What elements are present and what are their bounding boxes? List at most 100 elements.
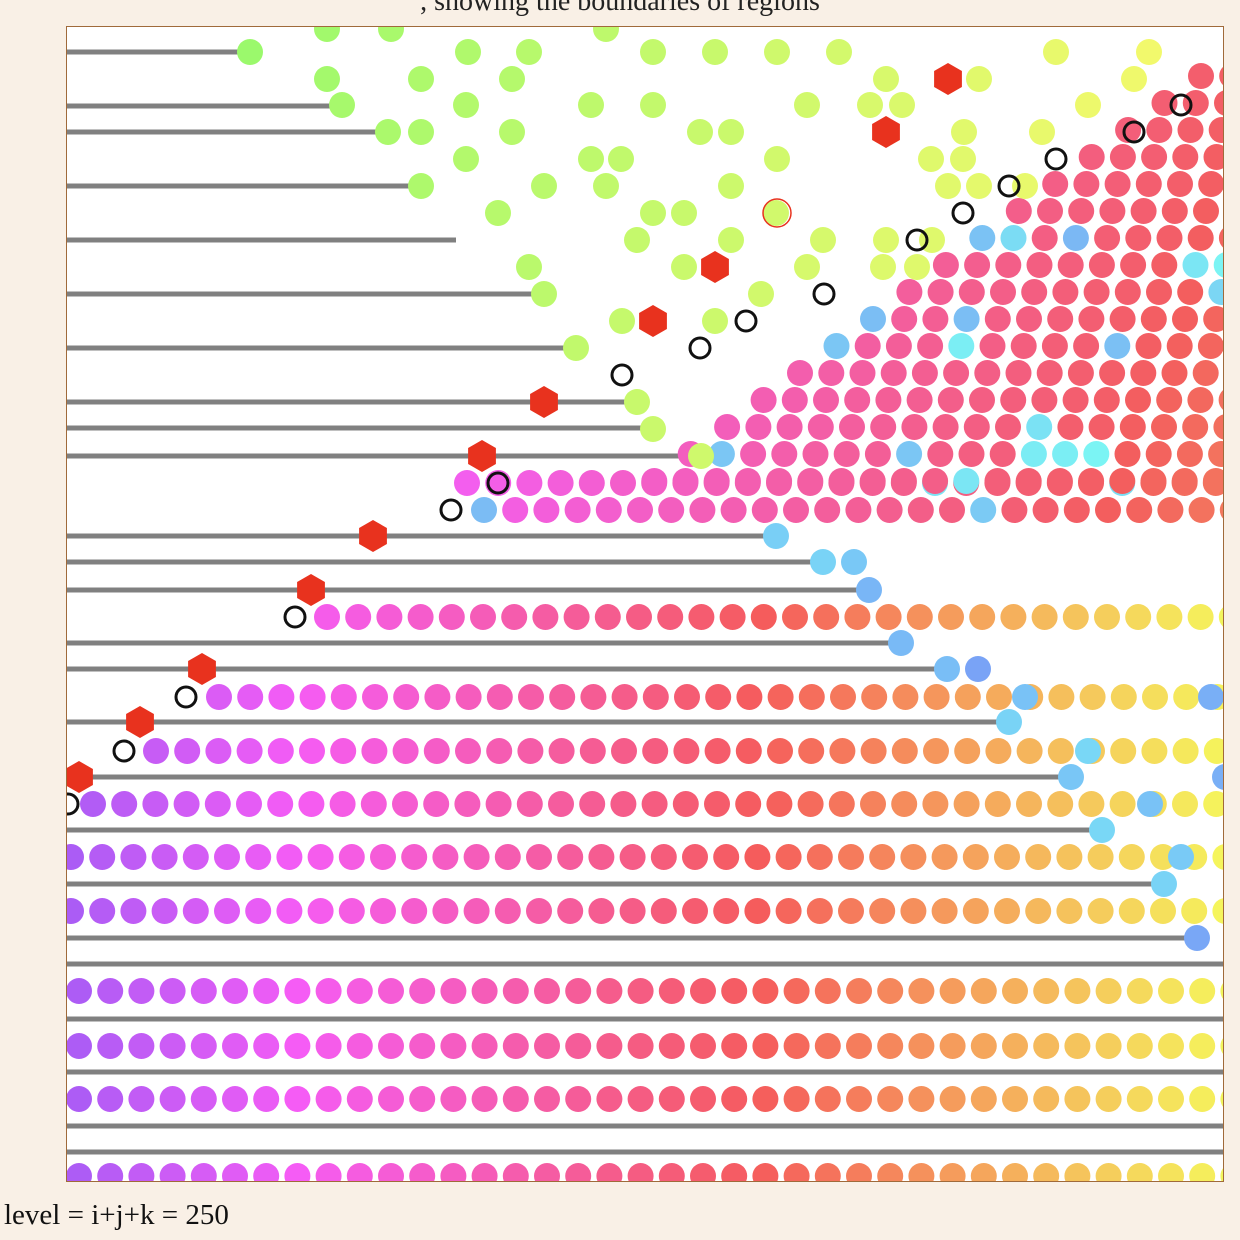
lattice-dot (829, 738, 856, 764)
lattice-dot (775, 844, 802, 870)
lattice-dot (1083, 279, 1110, 305)
lattice-dot (423, 791, 450, 817)
boundary-ring-marker (997, 174, 1021, 198)
lattice-dot (939, 1163, 966, 1181)
lattice-dot (806, 898, 833, 924)
lattice-dot (1137, 791, 1163, 817)
lattice-dot (690, 1086, 716, 1112)
lattice-dot (870, 254, 896, 280)
lattice-dot (1005, 198, 1032, 224)
red-hexagon-marker (297, 574, 325, 606)
lattice-dot (1177, 279, 1204, 305)
red-hexagon-marker (639, 305, 667, 337)
lattice-dot (67, 844, 84, 870)
lattice-dot (1218, 390, 1223, 410)
red-hexagon-marker (468, 440, 496, 472)
lattice-dot (593, 27, 619, 42)
lattice-dot (1198, 171, 1223, 197)
lattice-dot (454, 791, 481, 817)
lattice-dot (908, 978, 935, 1004)
lattice-dot (954, 684, 981, 710)
boundary-ring-marker (1044, 147, 1068, 171)
lattice-dot (315, 1086, 342, 1112)
lattice-dot (814, 978, 841, 1004)
lattice-dot (641, 468, 668, 494)
lattice-dot (813, 604, 840, 630)
lattice-dot (471, 1163, 498, 1181)
lattice-dot (1220, 983, 1223, 999)
lattice-dot (763, 523, 789, 549)
lattice-dot (989, 441, 1016, 467)
lattice-dot (1141, 738, 1168, 764)
lattice-dot (828, 468, 855, 494)
lattice-dot (362, 684, 388, 710)
lattice-dot (970, 497, 997, 523)
lattice-dot (1189, 1086, 1216, 1112)
lattice-dot (939, 1033, 966, 1059)
lattice-dot (284, 978, 311, 1004)
lattice-dot (1067, 360, 1094, 386)
lattice-dot (1219, 501, 1223, 519)
lattice-dot (284, 1163, 311, 1181)
lattice-dot (159, 1086, 186, 1112)
lattice-dot (838, 844, 864, 870)
lattice-dot (205, 738, 232, 764)
lattice-dot (1220, 1038, 1223, 1054)
lattice-dot (814, 1033, 841, 1059)
lattice-dot (608, 146, 634, 172)
lattice-dot (1189, 1033, 1216, 1059)
lattice-dot (534, 1033, 560, 1059)
lattice-dot (534, 1163, 560, 1181)
lattice-dot (713, 844, 740, 870)
lattice-dot (471, 1086, 498, 1112)
lattice-dot (953, 791, 980, 817)
lattice-dot (626, 604, 652, 630)
lattice-dot (870, 414, 897, 440)
lattice-dot (1126, 1033, 1153, 1059)
lattice-dot (432, 844, 459, 870)
lattice-dot (549, 684, 576, 710)
lattice-dot (1031, 225, 1058, 251)
lattice-dot (718, 119, 744, 145)
lattice-dot (1000, 225, 1027, 251)
lattice-dot (640, 416, 666, 442)
lattice-dot (1202, 468, 1223, 494)
lattice-dot (1184, 925, 1210, 951)
lattice-dot (984, 306, 1011, 332)
lattice-dot (1198, 684, 1223, 710)
lattice-dot (494, 898, 521, 924)
lattice-dot (1000, 387, 1027, 413)
lattice-dot (1126, 978, 1153, 1004)
lattice-dot (237, 39, 263, 65)
lattice-dot (627, 1163, 654, 1181)
lattice-dot (128, 1163, 155, 1181)
lattice-dot (1001, 497, 1028, 523)
lattice-dot (378, 1163, 404, 1181)
lattice-dot (1056, 898, 1083, 924)
lattice-dot (1033, 978, 1060, 1004)
lattice-dot (120, 844, 147, 870)
lattice-dot (974, 360, 1001, 386)
lattice-dot (236, 791, 262, 817)
lattice-dot (1172, 791, 1198, 817)
lattice-dot (455, 738, 481, 764)
lattice-dot (284, 1033, 311, 1059)
lattice-dot (1073, 333, 1100, 359)
lattice-dot (89, 898, 116, 924)
lattice-dot (253, 1163, 280, 1181)
lattice-dot (97, 1163, 124, 1181)
lattice-dot (438, 604, 465, 630)
lattice-dot (718, 227, 744, 253)
lattice-dot (1031, 604, 1058, 630)
lattice-dot (173, 791, 200, 817)
lattice-dot (901, 414, 928, 440)
lattice-dot (682, 898, 708, 924)
lattice-dot (752, 1086, 779, 1112)
visualization-canvas[interactable] (66, 26, 1224, 1182)
lattice-dot (548, 791, 574, 817)
lattice-dot (565, 978, 592, 1004)
lattice-dot (516, 254, 542, 280)
lattice-dot (315, 1163, 342, 1181)
lattice-dot (516, 470, 543, 496)
lattice-dot (596, 1086, 623, 1112)
